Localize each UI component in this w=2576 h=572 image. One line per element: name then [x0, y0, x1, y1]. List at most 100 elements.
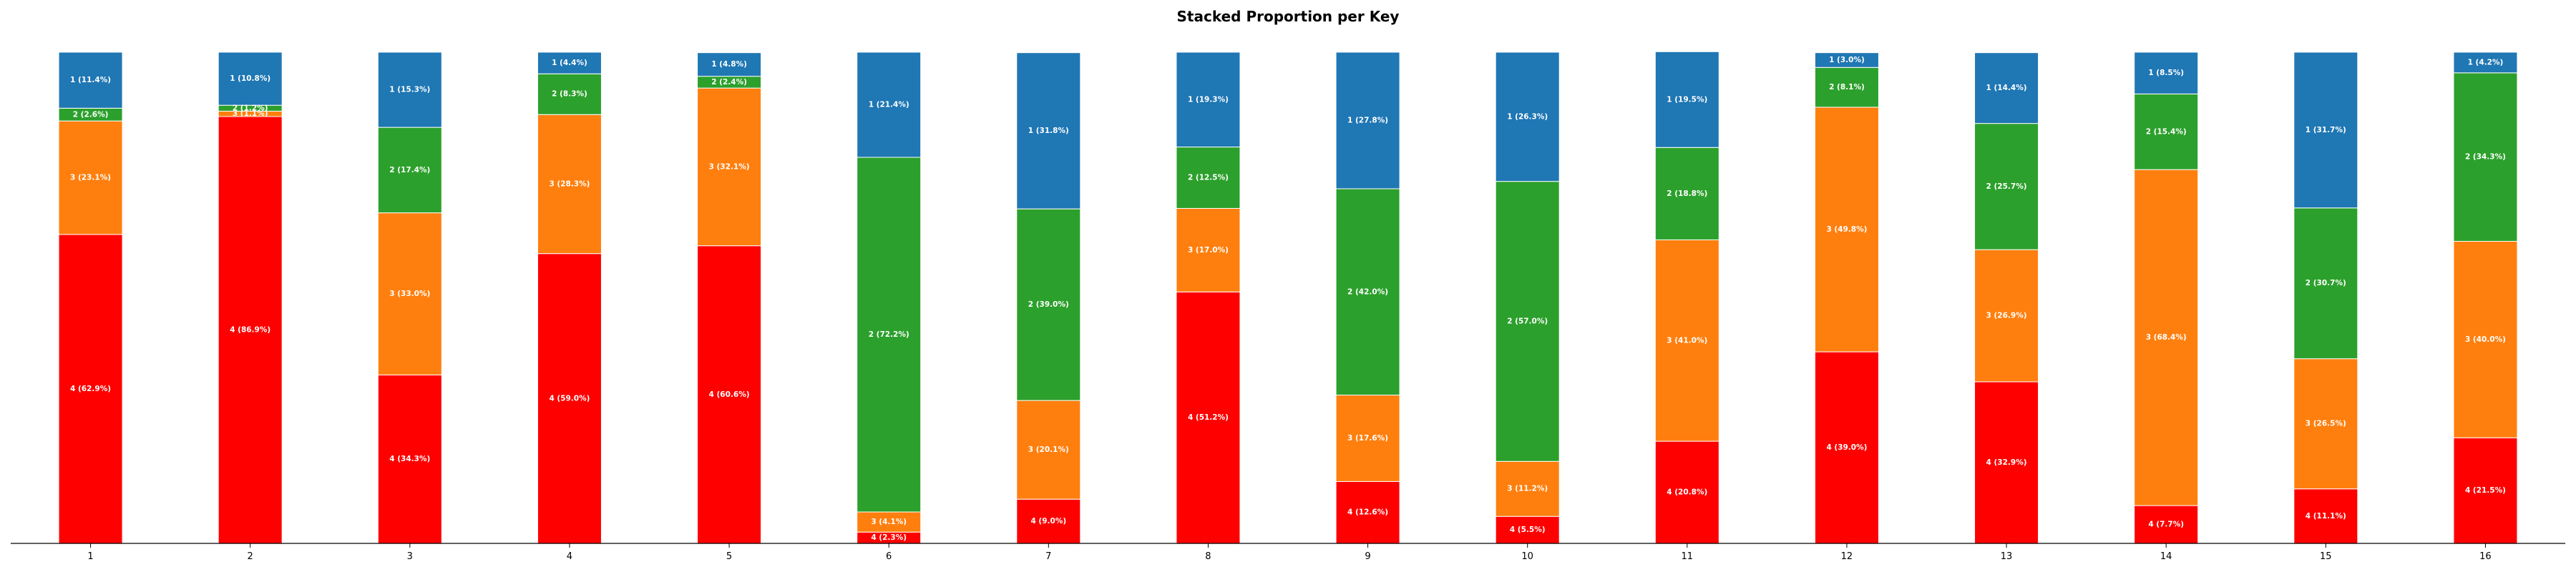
segment-label-key-2-series-2: 2 (1.2%)	[233, 104, 268, 112]
segment-label-key-11-series-4: 4 (20.8%)	[1667, 488, 1707, 497]
bar-segment-key-8-series-1	[1176, 51, 1241, 148]
segment-label-key-15-series-1: 1 (31.7%)	[2306, 126, 2346, 134]
x-tick-label-3: 3	[407, 551, 413, 562]
segment-label-key-12-series-4: 4 (39.0%)	[1826, 443, 1867, 452]
x-tick-label-11: 11	[1682, 551, 1694, 562]
x-tick-label-10: 10	[1521, 551, 1533, 562]
bar-segment-key-10-series-1	[1495, 51, 1560, 182]
bar-segment-key-13-series-3	[1974, 249, 2039, 383]
segment-label-key-5-series-1: 1 (4.8%)	[711, 60, 747, 69]
segment-label-key-14-series-3: 3 (68.4%)	[2146, 333, 2187, 342]
bar-segment-key-12-series-4	[1814, 351, 1879, 544]
segment-label-key-3-series-3: 3 (33.0%)	[389, 290, 430, 298]
segment-label-key-14-series-2: 2 (15.4%)	[2146, 127, 2187, 136]
segment-label-key-6-series-1: 1 (21.4%)	[869, 101, 909, 109]
segment-label-key-10-series-1: 1 (26.3%)	[1507, 112, 1548, 121]
segment-label-key-12-series-1: 1 (3.0%)	[1829, 56, 1865, 64]
segment-label-key-13-series-2: 2 (25.7%)	[1986, 182, 2027, 191]
segment-label-key-5-series-3: 3 (32.1%)	[709, 162, 750, 171]
bar-segment-key-3-series-3	[377, 212, 442, 375]
bar-segment-key-8-series-3	[1176, 207, 1241, 292]
segment-label-key-13-series-4: 4 (32.9%)	[1986, 458, 2027, 467]
segment-label-key-7-series-3: 3 (20.1%)	[1028, 445, 1069, 454]
x-tick-label-1: 1	[87, 551, 93, 562]
bar-segment-key-6-series-3	[857, 511, 922, 533]
bar-segment-key-8-series-2	[1176, 147, 1241, 209]
segment-label-key-16-series-4: 4 (21.5%)	[2465, 486, 2506, 495]
bar-segment-key-15-series-4	[2293, 488, 2358, 544]
bar-segment-key-12-series-3	[1814, 107, 1879, 352]
segment-label-key-16-series-1: 1 (4.2%)	[2468, 58, 2504, 66]
bar-segment-key-14-series-1	[2134, 51, 2199, 94]
bar-segment-key-4-series-3	[537, 114, 602, 255]
segment-label-key-13-series-1: 1 (14.4%)	[1986, 84, 2027, 92]
bar-segment-key-5-series-3	[697, 87, 762, 247]
segment-label-key-11-series-3: 3 (41.0%)	[1667, 336, 1707, 345]
segment-label-key-2-series-1: 1 (10.8%)	[230, 74, 270, 83]
bar-segment-key-9-series-2	[1335, 188, 1400, 396]
bar-segment-key-14-series-3	[2134, 169, 2199, 506]
segment-label-key-4-series-3: 3 (28.3%)	[549, 179, 590, 188]
segment-label-key-1-series-4: 4 (62.9%)	[70, 385, 111, 393]
segment-label-key-9-series-2: 2 (42.0%)	[1347, 287, 1388, 296]
segment-label-key-13-series-3: 3 (26.9%)	[1986, 312, 2027, 320]
bar-segment-key-1-series-4	[58, 234, 123, 544]
bar-segment-key-8-series-4	[1176, 291, 1241, 544]
chart-title: Stacked Proportion per Key	[1177, 8, 1400, 25]
bar-segment-key-14-series-4	[2134, 505, 2199, 544]
x-tick-label-15: 15	[2320, 551, 2332, 562]
x-tick-label-13: 13	[2001, 551, 2013, 562]
segment-label-key-10-series-4: 4 (5.5%)	[1510, 526, 1546, 534]
segment-label-key-15-series-4: 4 (11.1%)	[2306, 512, 2346, 521]
x-tick-label-7: 7	[1045, 551, 1051, 562]
segment-label-key-11-series-2: 2 (18.8%)	[1667, 189, 1707, 198]
bar-segment-key-11-series-1	[1654, 51, 1719, 148]
segment-label-key-4-series-4: 4 (59.0%)	[549, 394, 590, 403]
segment-label-key-2-series-3: 3 (1.1%)	[233, 109, 268, 118]
bars-group	[58, 51, 2518, 544]
segment-label-key-3-series-2: 2 (17.4%)	[389, 166, 430, 174]
bar-segment-key-15-series-1	[2293, 51, 2358, 209]
bar-segment-key-4-series-2	[537, 73, 602, 115]
bar-segment-key-6-series-2	[857, 157, 922, 513]
x-tick-label-4: 4	[567, 551, 572, 562]
segment-label-key-1-series-1: 1 (11.4%)	[70, 76, 111, 84]
segment-label-key-15-series-2: 2 (30.7%)	[2306, 279, 2346, 287]
bar-segment-key-5-series-4	[697, 245, 762, 544]
bar-segment-key-3-series-2	[377, 127, 442, 214]
segment-label-key-2-series-4: 4 (86.9%)	[230, 326, 270, 335]
segment-label-key-8-series-1: 1 (19.3%)	[1188, 95, 1229, 104]
segment-label-key-4-series-2: 2 (8.3%)	[552, 90, 587, 99]
segment-label-key-6-series-4: 4 (2.3%)	[871, 533, 907, 542]
bar-segment-key-7-series-4	[1016, 498, 1081, 544]
bar-segment-key-10-series-3	[1495, 460, 1560, 517]
segment-label-key-3-series-1: 1 (15.3%)	[389, 86, 430, 94]
bar-segment-key-9-series-1	[1335, 51, 1400, 189]
bar-segment-key-7-series-3	[1016, 400, 1081, 500]
bar-segment-key-4-series-1	[537, 51, 602, 74]
segment-label-key-8-series-2: 2 (12.5%)	[1188, 174, 1229, 182]
bar-segment-key-1-series-3	[58, 120, 123, 235]
segment-label-key-7-series-1: 1 (31.8%)	[1028, 127, 1069, 135]
bar-segment-key-4-series-4	[537, 253, 602, 544]
segment-label-key-4-series-1: 1 (4.4%)	[552, 59, 587, 67]
x-tick-label-9: 9	[1365, 551, 1370, 562]
bar-segment-key-7-series-1	[1016, 52, 1081, 209]
segment-label-key-8-series-4: 4 (51.2%)	[1188, 413, 1229, 422]
bar-segment-key-5-series-1	[697, 52, 762, 77]
bar-segment-key-16-series-1	[2453, 51, 2518, 74]
bar-segment-key-2-series-1	[218, 51, 283, 106]
segment-label-key-11-series-1: 1 (19.5%)	[1667, 95, 1707, 104]
segment-label-key-9-series-4: 4 (12.6%)	[1347, 508, 1388, 517]
bar-segment-key-6-series-1	[857, 51, 922, 158]
segment-label-key-10-series-2: 2 (57.0%)	[1507, 317, 1548, 325]
segment-label-key-15-series-3: 3 (26.5%)	[2306, 420, 2346, 428]
segment-label-key-7-series-2: 2 (39.0%)	[1028, 300, 1069, 309]
bar-segment-key-15-series-2	[2293, 207, 2358, 360]
x-tick-label-8: 8	[1205, 551, 1211, 562]
x-axis-ticks: 1 2 3 4 5 6 7 8 9 10 11 12 13 14 15 16	[87, 543, 2492, 562]
bar-segment-key-16-series-2	[2453, 72, 2518, 242]
segment-label-key-14-series-1: 1 (8.5%)	[2148, 69, 2184, 77]
bar-segment-key-9-series-3	[1335, 395, 1400, 482]
